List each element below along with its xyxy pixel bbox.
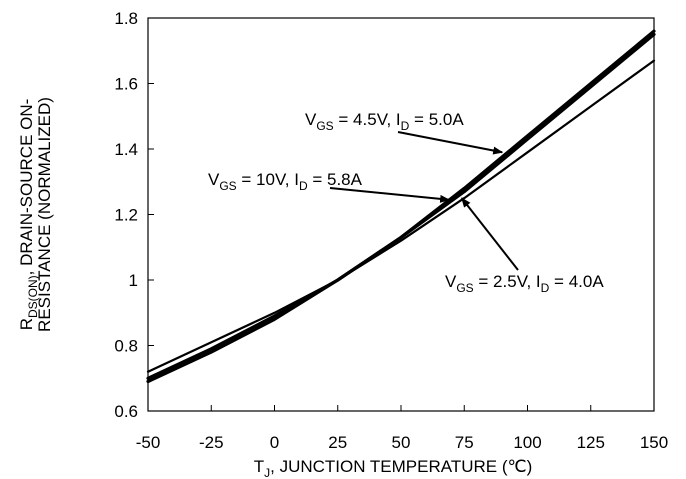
- x-tick-label: 0: [270, 433, 279, 452]
- y-tick-label: 1: [129, 271, 138, 290]
- y-tick-label: 1.4: [114, 140, 138, 159]
- series-line-1: [146, 29, 656, 380]
- series-line-3: [146, 59, 656, 373]
- x-axis-title: TJ, JUNCTION TEMPERATURE (℃): [254, 457, 533, 479]
- y-axis-title-line2: RESISTANCE (NORMALIZED): [35, 97, 54, 332]
- y-tick-label: 1.2: [114, 206, 138, 225]
- x-tick-label: 150: [640, 433, 668, 452]
- x-tick-label: 100: [513, 433, 541, 452]
- annotation-arrow-3: [460, 197, 519, 271]
- annotation-arrow-2: [329, 187, 451, 203]
- plot-frame: [147, 17, 655, 412]
- x-tick-label: -50: [136, 433, 161, 452]
- annotation-label-1: VGS = 4.5V, ID = 5.0A: [305, 110, 464, 133]
- y-axis-title-line1: RDS(ON), DRAIN-SOURCE ON-: [17, 99, 40, 331]
- x-tick-label: -25: [199, 433, 224, 452]
- x-tick-label: 50: [392, 433, 411, 452]
- x-tick-label: 75: [455, 433, 474, 452]
- x-tick-label: 125: [577, 433, 605, 452]
- y-tick-label: 1.6: [114, 75, 138, 94]
- annotation-arrow-1: [397, 131, 504, 155]
- x-tick-label: 25: [328, 433, 347, 452]
- annotation-label-3: VGS = 2.5V, ID = 4.0A: [445, 272, 604, 295]
- series-line-2: [146, 32, 656, 384]
- annotation-label-2: VGS = 10V, ID = 5.8A: [208, 170, 363, 193]
- y-tick-label: 0.6: [114, 402, 138, 421]
- y-tick-label: 1.8: [114, 9, 138, 28]
- y-tick-label: 0.8: [114, 337, 138, 356]
